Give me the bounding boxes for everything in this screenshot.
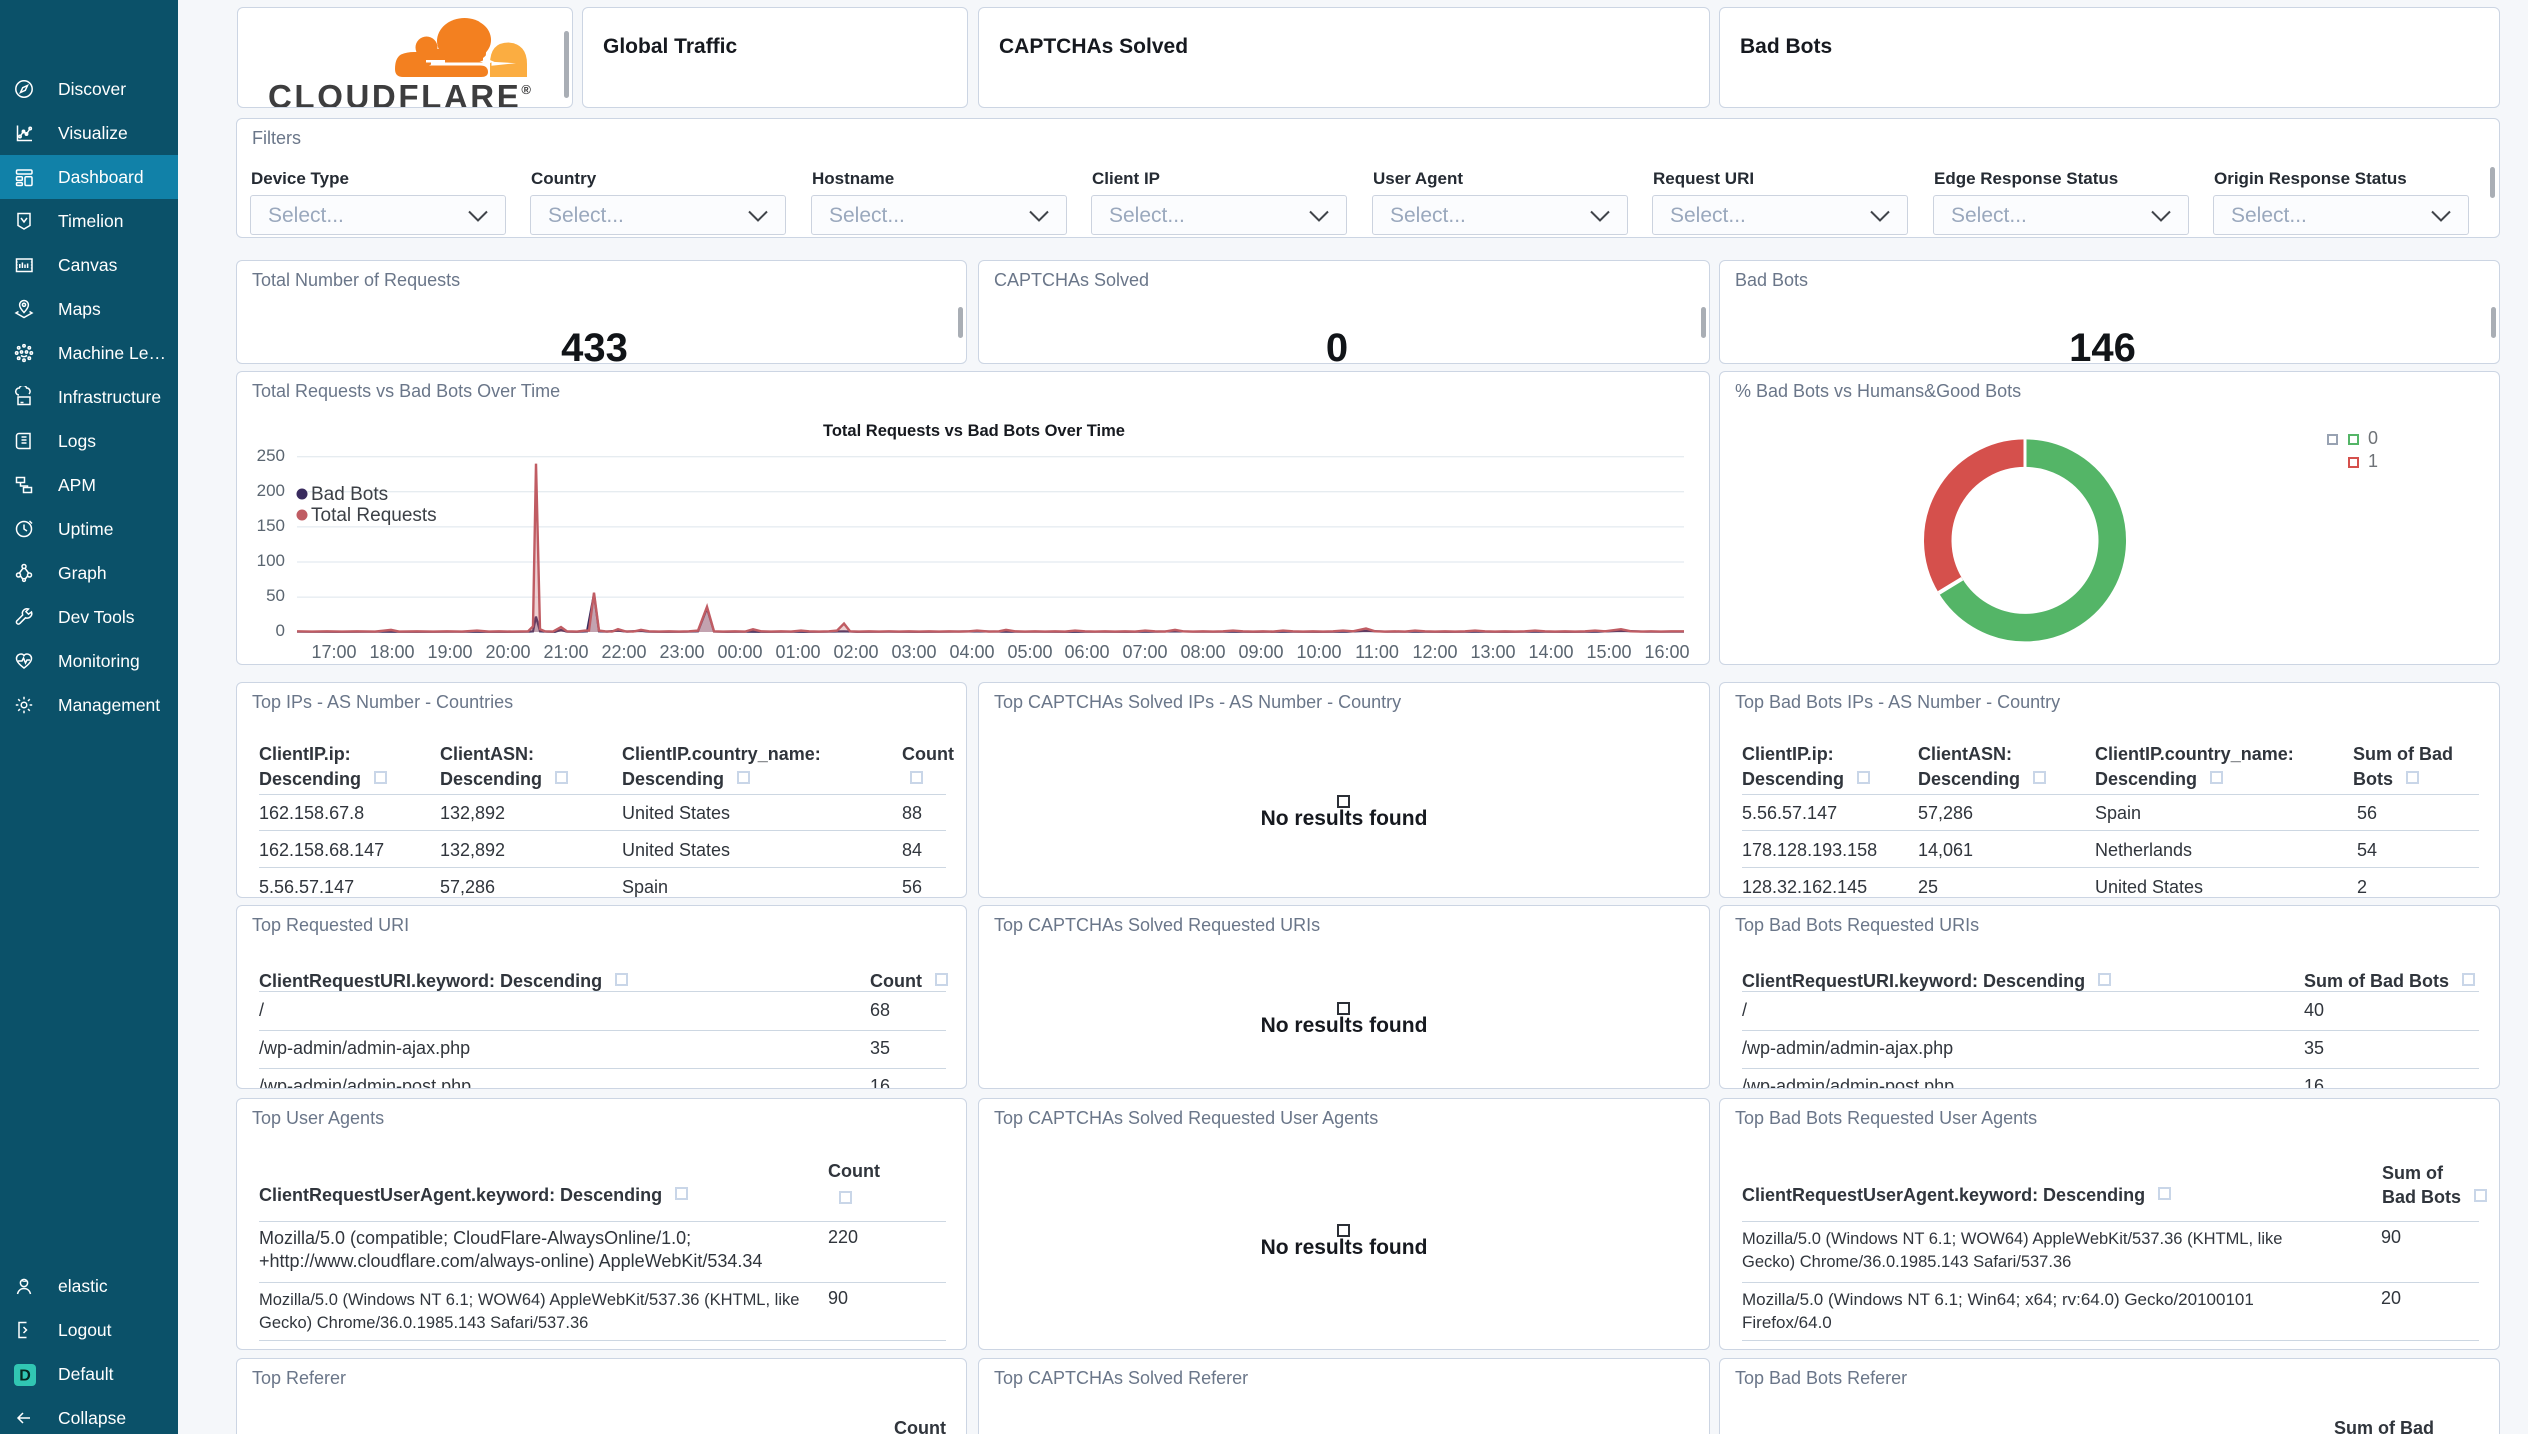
svg-text:D: D [19,1368,31,1385]
